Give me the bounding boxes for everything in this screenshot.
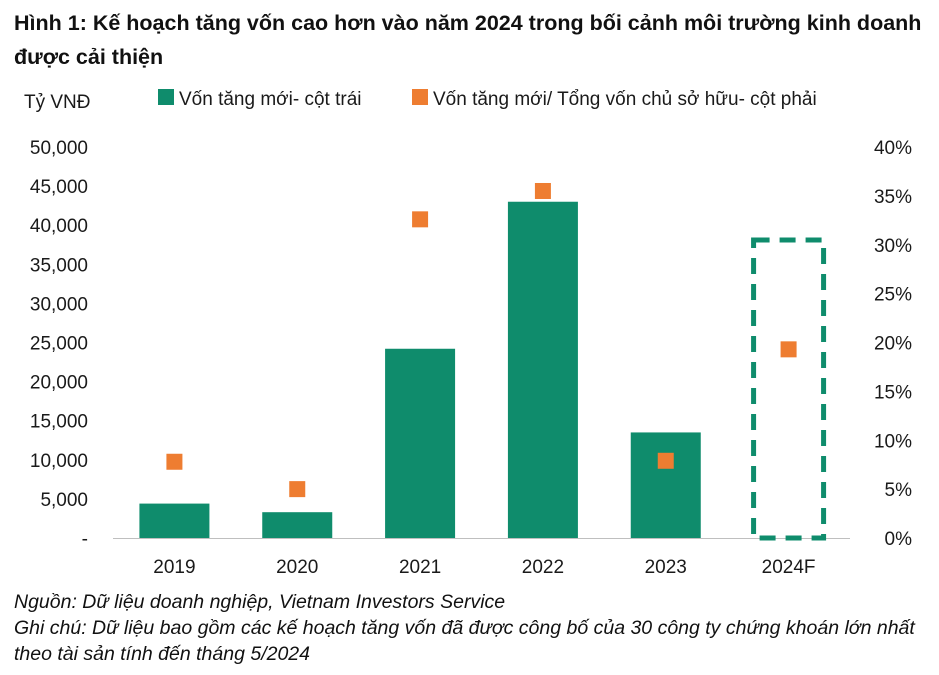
y-tick-label: - — [82, 529, 88, 550]
y-tick-label: 15,000 — [30, 412, 88, 433]
ratio-marker — [289, 481, 306, 498]
highlight-box — [751, 237, 827, 541]
bar — [630, 432, 701, 538]
ratio-marker — [657, 452, 674, 469]
legend-marker-label: Vốn tăng mới/ Tổng vốn chủ sở hữu- cột p… — [433, 89, 817, 110]
y2-tick-label: 0% — [885, 529, 913, 550]
y-tick-label: 45,000 — [30, 177, 88, 198]
plot-group: - 5,000 10,000 15,000 20,000 25,000 30,000 35,0… — [30, 138, 912, 578]
bar — [507, 201, 578, 539]
source-note: Nguồn: Dữ liệu doanh nghiệp, Vietnam Inv… — [14, 591, 506, 613]
y2-tick-label: 30% — [874, 236, 912, 257]
ratio-marker — [534, 182, 551, 199]
y2-tick-label: 20% — [874, 334, 912, 355]
y2-tick-label: 40% — [874, 138, 912, 159]
ratio-marker — [780, 341, 797, 358]
chart-title: Hình 1: Kế hoạch tăng vốn cao hơn vào nă… — [14, 11, 922, 69]
y-tick-label: 5,000 — [40, 490, 88, 511]
y2-tick-label: 5% — [885, 480, 913, 501]
bar — [262, 512, 333, 538]
chart-area: Tỷ VNĐ Vốn tăng mới- cột trái Vốn tăng m… — [24, 89, 912, 578]
bar — [385, 348, 456, 538]
y2-tick-label: 15% — [874, 382, 912, 403]
x-tick-label: 2019 — [153, 557, 195, 578]
y-tick-label: 20,000 — [30, 373, 88, 394]
y-tick-label: 50,000 — [30, 138, 88, 159]
x-tick-label: 2021 — [399, 557, 441, 578]
x-tick-label: 2020 — [276, 557, 318, 578]
ratio-marker — [166, 453, 183, 470]
legend-bar-label: Vốn tăng mới- cột trái — [179, 89, 361, 110]
y-tick-label: 10,000 — [30, 451, 88, 472]
y2-tick-label: 10% — [874, 431, 912, 452]
y2-tick-label: 25% — [874, 285, 912, 306]
y-tick-label: 40,000 — [30, 216, 88, 237]
explanatory-note: Ghi chú: Dữ liệu bao gồm các kế hoạch tă… — [14, 617, 915, 665]
x-tick-label: 2023 — [645, 557, 687, 578]
ratio-marker — [412, 211, 429, 228]
y2-tick-label: 35% — [874, 187, 912, 208]
x-tick-label: 2024F — [762, 557, 816, 578]
legend-bar-swatch — [158, 89, 174, 105]
y-axis-label: Tỷ VNĐ — [24, 92, 91, 113]
y-tick-label: 30,000 — [30, 294, 88, 315]
legend-marker-swatch — [412, 89, 428, 105]
y-tick-label: 35,000 — [30, 255, 88, 276]
bar — [139, 503, 210, 538]
footnotes: Nguồn: Dữ liệu doanh nghiệp, Vietnam Inv… — [14, 589, 929, 667]
x-tick-label: 2022 — [522, 557, 564, 578]
y-tick-label: 25,000 — [30, 334, 88, 355]
